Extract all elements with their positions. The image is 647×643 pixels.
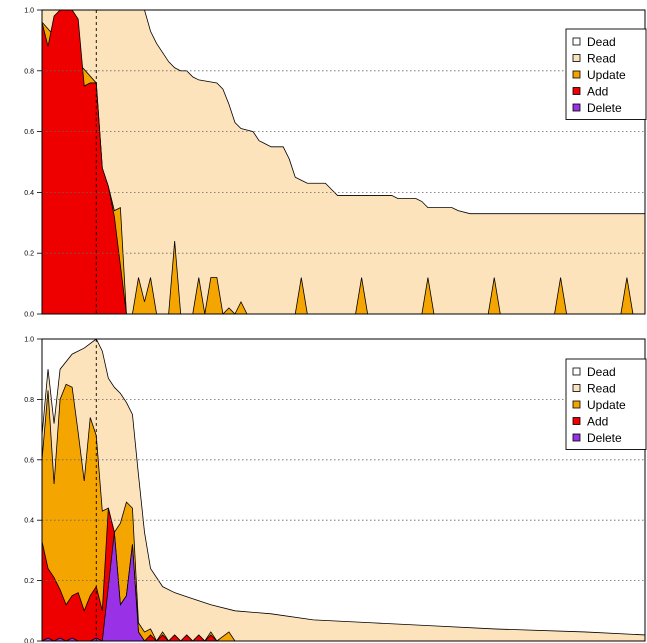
legend-swatch-update bbox=[572, 400, 581, 409]
legend-swatch-delete bbox=[572, 103, 581, 112]
y-tick-label: 1.0 bbox=[24, 337, 34, 344]
line-add bbox=[42, 10, 645, 314]
legend-swatch-read bbox=[572, 384, 581, 392]
chart-panel-bottom: 0.0 0.2 0.4 0.6 0.8 1.0 Dead Read Update Add Delet… bbox=[24, 337, 647, 643]
legend-label-delete: Delete bbox=[587, 101, 622, 115]
legend-label-read: Read bbox=[587, 382, 616, 396]
legend-label-read: Read bbox=[587, 52, 616, 66]
legend-swatch-read bbox=[572, 54, 581, 62]
legend-swatch-add bbox=[572, 87, 581, 95]
legend-label-dead: Dead bbox=[587, 35, 616, 49]
chart-panel-top: 0.0 0.2 0.4 0.6 0.8 1.0 Dead Read Update Add Delet… bbox=[24, 8, 647, 319]
legend-swatch-dead bbox=[572, 37, 581, 46]
grid-lines bbox=[42, 70, 645, 254]
legend-label-update: Update bbox=[587, 68, 626, 82]
area-layers bbox=[42, 10, 645, 314]
y-tick-label: 0.6 bbox=[24, 129, 34, 136]
y-tick-label: 0.6 bbox=[24, 457, 34, 464]
y-tick-label: 0.0 bbox=[24, 312, 34, 319]
legend: Dead Read Update Add Delete bbox=[565, 358, 647, 450]
y-tick-label: 0.8 bbox=[24, 68, 34, 75]
plot-frame bbox=[41, 9, 646, 315]
y-axis: 0.0 0.2 0.4 0.6 0.8 1.0 bbox=[24, 337, 42, 643]
legend-swatch-delete bbox=[572, 433, 581, 442]
legend-swatch-update bbox=[572, 70, 581, 79]
legend-swatch-add bbox=[572, 417, 581, 425]
y-tick-label: 0.8 bbox=[24, 397, 34, 404]
legend-label-dead: Dead bbox=[587, 365, 616, 379]
y-tick-label: 1.0 bbox=[24, 8, 34, 15]
area-add bbox=[42, 508, 645, 641]
y-tick-label: 0.2 bbox=[24, 578, 34, 585]
area-layers bbox=[42, 339, 645, 641]
area-add bbox=[42, 10, 645, 314]
legend: Dead Read Update Add Delete bbox=[565, 28, 647, 120]
line-update bbox=[42, 21, 645, 314]
line-read bbox=[42, 10, 645, 215]
y-tick-label: 0.4 bbox=[24, 518, 34, 525]
legend-label-add: Add bbox=[587, 415, 608, 429]
line-read bbox=[42, 339, 645, 636]
y-tick-label: 0.4 bbox=[24, 190, 34, 197]
legend-label-update: Update bbox=[587, 398, 626, 412]
legend-swatch-dead bbox=[572, 367, 581, 376]
y-axis: 0.0 0.2 0.4 0.6 0.8 1.0 bbox=[24, 8, 42, 319]
plot-frame bbox=[41, 338, 646, 642]
line-delete bbox=[42, 532, 645, 641]
grid-lines bbox=[42, 398, 645, 581]
y-tick-label: 0.0 bbox=[24, 639, 34, 643]
legend-label-add: Add bbox=[587, 85, 608, 99]
area-read bbox=[42, 10, 645, 314]
y-tick-label: 0.2 bbox=[24, 251, 34, 258]
legend-label-delete: Delete bbox=[587, 431, 622, 445]
